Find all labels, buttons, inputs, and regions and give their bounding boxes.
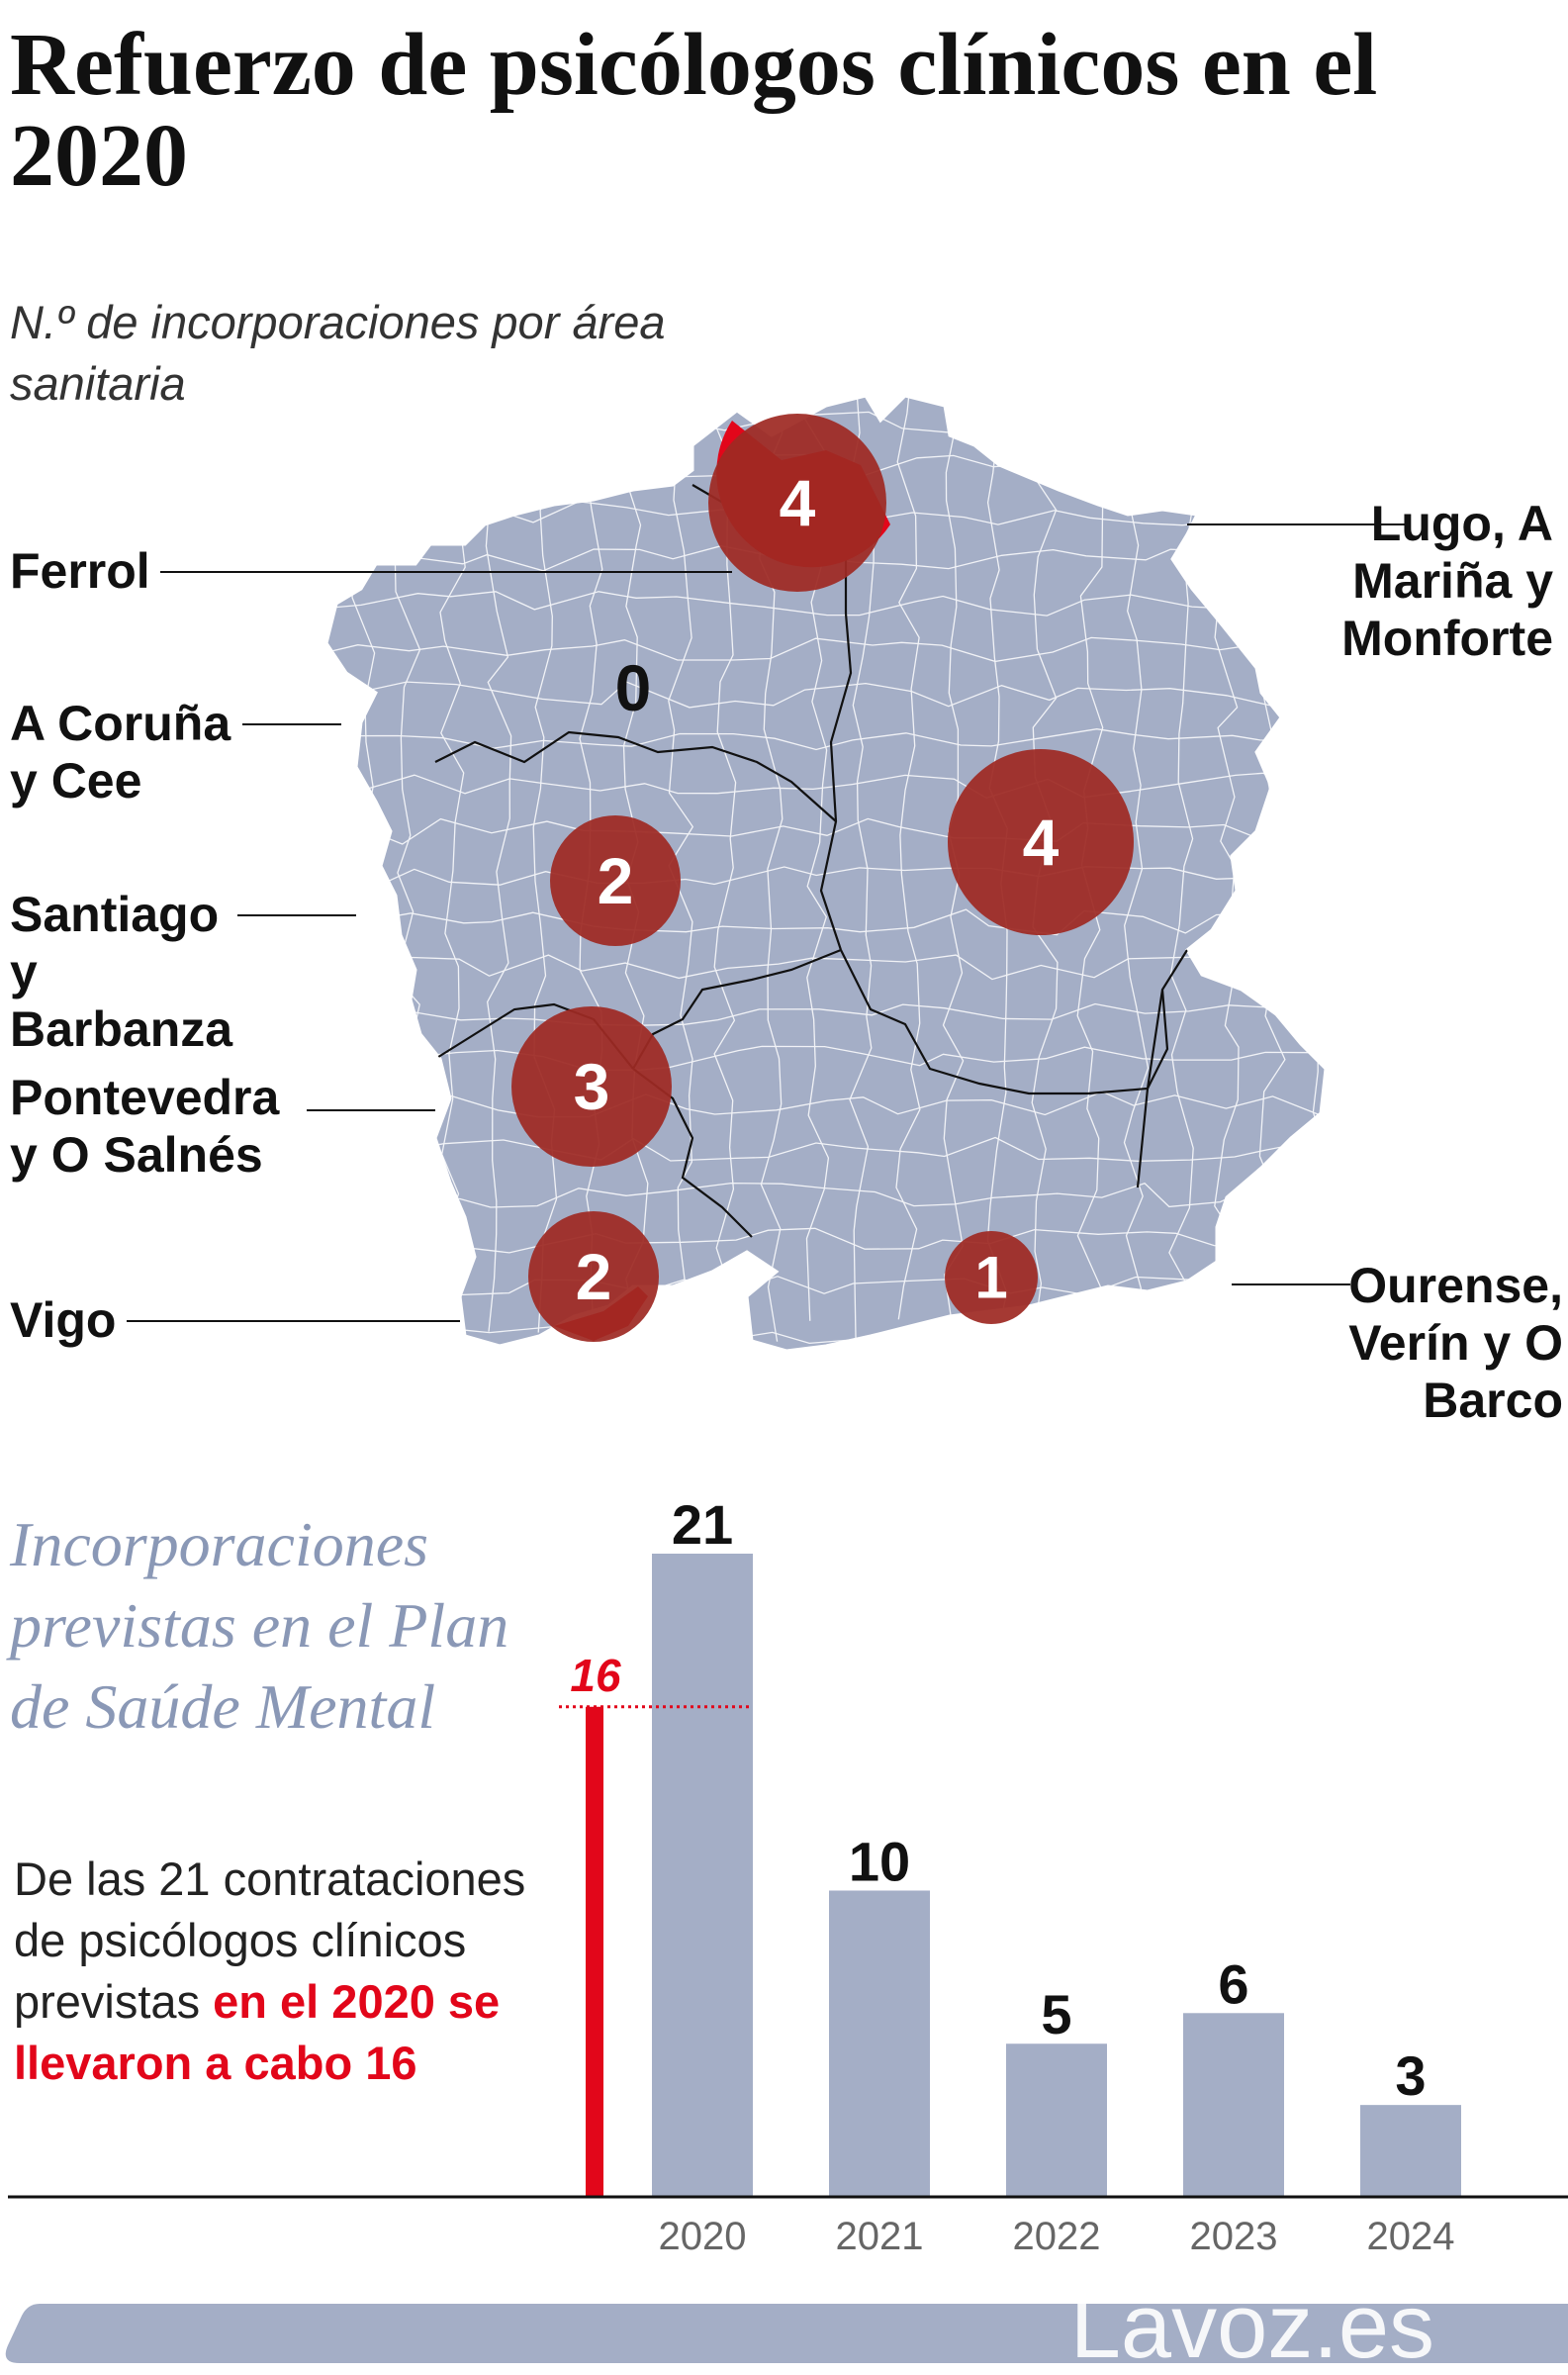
bar-value-label: 3 <box>1395 2044 1426 2107</box>
municipality-line <box>326 908 1309 936</box>
x-tick-label: 2023 <box>1190 2215 1278 2256</box>
label-ourense: Ourense, Verín y O Barco <box>1348 1258 1563 1428</box>
municipality-line <box>326 772 1325 800</box>
galicia-map: 4 0 2 3 2 4 1 <box>127 376 1405 1353</box>
municipality-line <box>326 1182 1310 1208</box>
marker-pontevedra <box>511 1006 672 1167</box>
marker-ferrol-value: 4 <box>780 466 816 539</box>
chart-note-highlight: en el 2020 se llevaron a cabo 16 <box>14 1975 501 2089</box>
bar-value-label: 5 <box>1041 1983 1071 2045</box>
page-title: Refuerzo de psicólogos clínicos en el 20… <box>10 16 1378 205</box>
chart-note: De las 21 contrataciones de psicólogos c… <box>14 1849 528 2094</box>
municipality-line <box>327 636 1321 663</box>
municipality-line <box>668 396 694 1342</box>
municipality-line <box>326 1227 1326 1254</box>
municipality-line <box>327 1273 1321 1297</box>
chart-note-text: De las 21 contrataciones de psicólogos c… <box>14 1852 526 2028</box>
label-vigo: Vigo <box>10 1292 117 1348</box>
label-ferrol: Ferrol <box>10 543 150 599</box>
municipality-line <box>326 1136 1326 1162</box>
marker-lugo <box>948 749 1134 935</box>
municipality-line <box>348 396 376 1335</box>
municipality-line <box>326 396 329 1336</box>
municipality-line <box>326 817 1326 845</box>
label-pontevedra: Pontevedra y O Salnés <box>10 1070 280 1183</box>
bar-2020 <box>652 1554 753 2197</box>
label-santiago: Santiago y Barbanza <box>10 887 233 1057</box>
municipality-line <box>1123 396 1150 1345</box>
bar-2023 <box>1183 2013 1284 2197</box>
municipality-line <box>326 591 1309 617</box>
marker-coruna-value: 0 <box>615 651 652 724</box>
marker-santiago-value: 2 <box>598 844 634 917</box>
marker-pontevedra-value: 3 <box>574 1050 610 1123</box>
municipality-line <box>317 376 1311 389</box>
municipality-line <box>485 396 512 1332</box>
marker-vigo-value: 2 <box>576 1240 612 1313</box>
x-tick-label: 2020 <box>659 2215 747 2256</box>
bar-2024 <box>1360 2105 1461 2197</box>
map-markers: 4 0 2 3 2 4 1 <box>511 414 1134 1342</box>
marker-ourense-value: 1 <box>974 1245 1007 1311</box>
brand-logo: Lavoz.es <box>1070 2276 1434 2375</box>
leader-lines <box>127 523 1405 1322</box>
municipality-line <box>326 954 1321 981</box>
map-subtitle: N.º de incorporaciones por área sanitari… <box>10 296 666 410</box>
bar-2022 <box>1006 2043 1107 2197</box>
bar-value-label: 10 <box>849 1830 910 1892</box>
bar-chart: 21 2020 10 2021 5 2022 6 2023 3 2024 16 <box>8 1493 1568 2256</box>
x-tick-label: 2024 <box>1367 2215 1455 2256</box>
footer-bar <box>5 2304 1568 2363</box>
municipality-line <box>326 681 1308 709</box>
footer: Lavoz.es <box>5 2276 1568 2375</box>
marker-lugo-value: 4 <box>1023 806 1060 879</box>
marker-ourense <box>945 1231 1038 1324</box>
executed-bar <box>586 1706 603 2197</box>
municipality-line <box>326 866 1308 891</box>
executed-value-label: 16 <box>570 1650 621 1701</box>
x-tick-label: 2021 <box>836 2215 924 2256</box>
x-tick-label: 2022 <box>1013 2215 1101 2256</box>
municipality-line <box>532 396 558 1333</box>
municipality-line <box>895 396 921 1320</box>
bar-value-label: 21 <box>672 1493 733 1556</box>
label-a-coruna: A Coruña y Cee <box>10 696 231 808</box>
chart-heading: Incorporaciones previstas en el Plan de … <box>10 1509 509 1742</box>
marker-santiago <box>550 815 681 946</box>
municipality-line <box>326 1045 1315 1072</box>
marker-vigo <box>528 1211 659 1342</box>
bar-value-label: 6 <box>1218 1952 1248 2015</box>
bar-2021 <box>829 1890 930 2197</box>
marker-ferrol <box>708 414 886 592</box>
label-lugo: Lugo, A Mariña y Monforte <box>1341 496 1553 666</box>
municipality-line <box>326 728 1317 751</box>
